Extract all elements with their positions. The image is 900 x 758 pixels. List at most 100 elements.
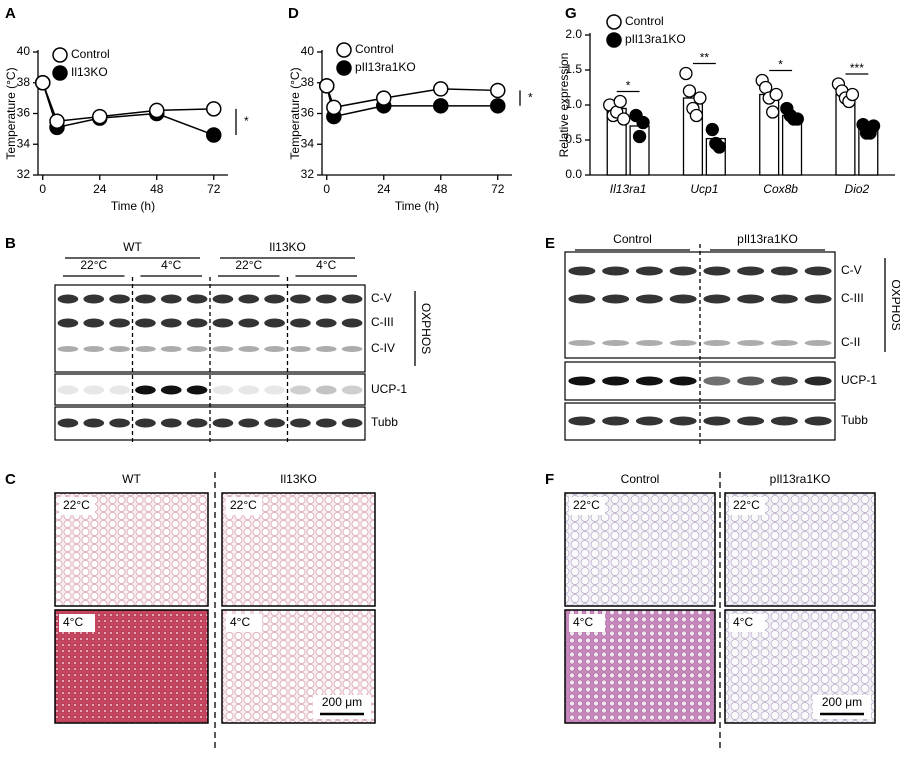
blot-band [57,346,79,352]
blot-band [212,318,234,328]
significance: *** [850,61,864,75]
blot-band [770,340,798,346]
blot-band [109,418,130,428]
blot-band [135,294,156,304]
complex-label: OXPHOS [889,279,900,330]
band-label: UCP-1 [371,382,407,396]
y-tick-label: 34 [301,136,315,150]
x-tick-label: Ucp1 [690,182,718,196]
blot-band [109,318,130,328]
blot-band [804,266,832,276]
legend-marker [336,42,352,58]
point [617,112,631,126]
blot-band [703,416,731,426]
y-tick-label: 0.0 [565,167,582,181]
condition-label: 22°C [733,498,760,512]
point [705,122,719,137]
x-tick-label: Dio2 [845,182,870,196]
blot-band [160,318,182,328]
blot-band [703,340,731,346]
point [636,115,650,130]
condition-tag [59,497,95,515]
blot-band [568,266,596,276]
legend-marker [52,65,68,81]
complex-label: OXPHOS [419,303,433,354]
condition-tag [729,497,765,515]
blot-band [635,294,663,304]
blot-band [341,318,363,328]
condition-label: 22°C [573,498,600,512]
blot-band [186,294,208,304]
blot-band [315,418,337,428]
blot-band [315,385,337,395]
condition-label: 4°C [733,615,753,629]
blot-band [290,318,311,328]
blot-band [568,376,596,386]
series-line [326,85,498,109]
blot-band [602,340,630,346]
blot-band [186,346,208,352]
marker [149,102,165,119]
x-tick-label: 48 [150,182,164,196]
blot-band [635,416,663,426]
condition-label: 4°C [63,615,83,629]
blot-band [602,266,630,276]
blot-band [212,385,234,395]
blot-band [290,294,311,304]
blot-band [602,294,630,304]
panel-letter: A [5,5,16,22]
band-label: Tubb [371,415,398,429]
legend-marker [52,47,68,63]
legend-marker [606,14,622,30]
blot-band [212,294,234,304]
blot-band [804,416,832,426]
condition-label: 22°C [63,498,90,512]
y-axis-label: Relative expression [557,53,571,158]
point [679,66,693,81]
y-tick-label: 32 [17,167,31,181]
point [632,129,647,144]
x-tick-label: Il13ra1 [610,182,647,196]
condition-label: 22°C [80,258,107,272]
legend-label: pIl13ra1KO [625,32,686,46]
condition-label: 4°C [316,258,336,272]
blot-band [160,294,182,304]
x-tick-label: 48 [434,182,448,196]
blot-band [669,376,697,386]
y-tick-label: 1.5 [565,62,582,76]
blot-band [83,318,105,328]
marker [206,127,222,143]
blot-band [602,416,630,426]
blot-band [669,266,697,276]
condition-tag [729,614,765,632]
y-tick-label: 0.5 [565,132,582,146]
panel-letter: D [288,5,299,22]
blot-band [602,376,630,386]
blot-band [135,418,156,428]
marker [319,78,335,94]
band-label: Tubb [841,413,868,427]
condition-label: 22°C [235,258,262,272]
blot-band [770,376,798,386]
blot-band [160,385,182,395]
blot-band [238,385,260,395]
condition-label: 4°C [573,615,593,629]
blot-band [135,385,156,395]
blot-band [315,294,337,304]
legend-label: Control [625,14,664,28]
blot-band [737,340,765,346]
legend-marker [336,60,352,76]
blot-band [290,346,311,352]
panel-letter: E [545,235,555,252]
blot-band [135,318,156,328]
blot-band [568,294,596,304]
y-tick-label: 32 [301,167,315,181]
band-label: UCP-1 [841,373,877,387]
blot-band [341,294,363,304]
condition-tag [569,614,605,632]
blot-band [135,346,156,352]
y-tick-label: 40 [301,44,315,58]
blot-band [770,294,798,304]
blot-band [186,385,208,395]
